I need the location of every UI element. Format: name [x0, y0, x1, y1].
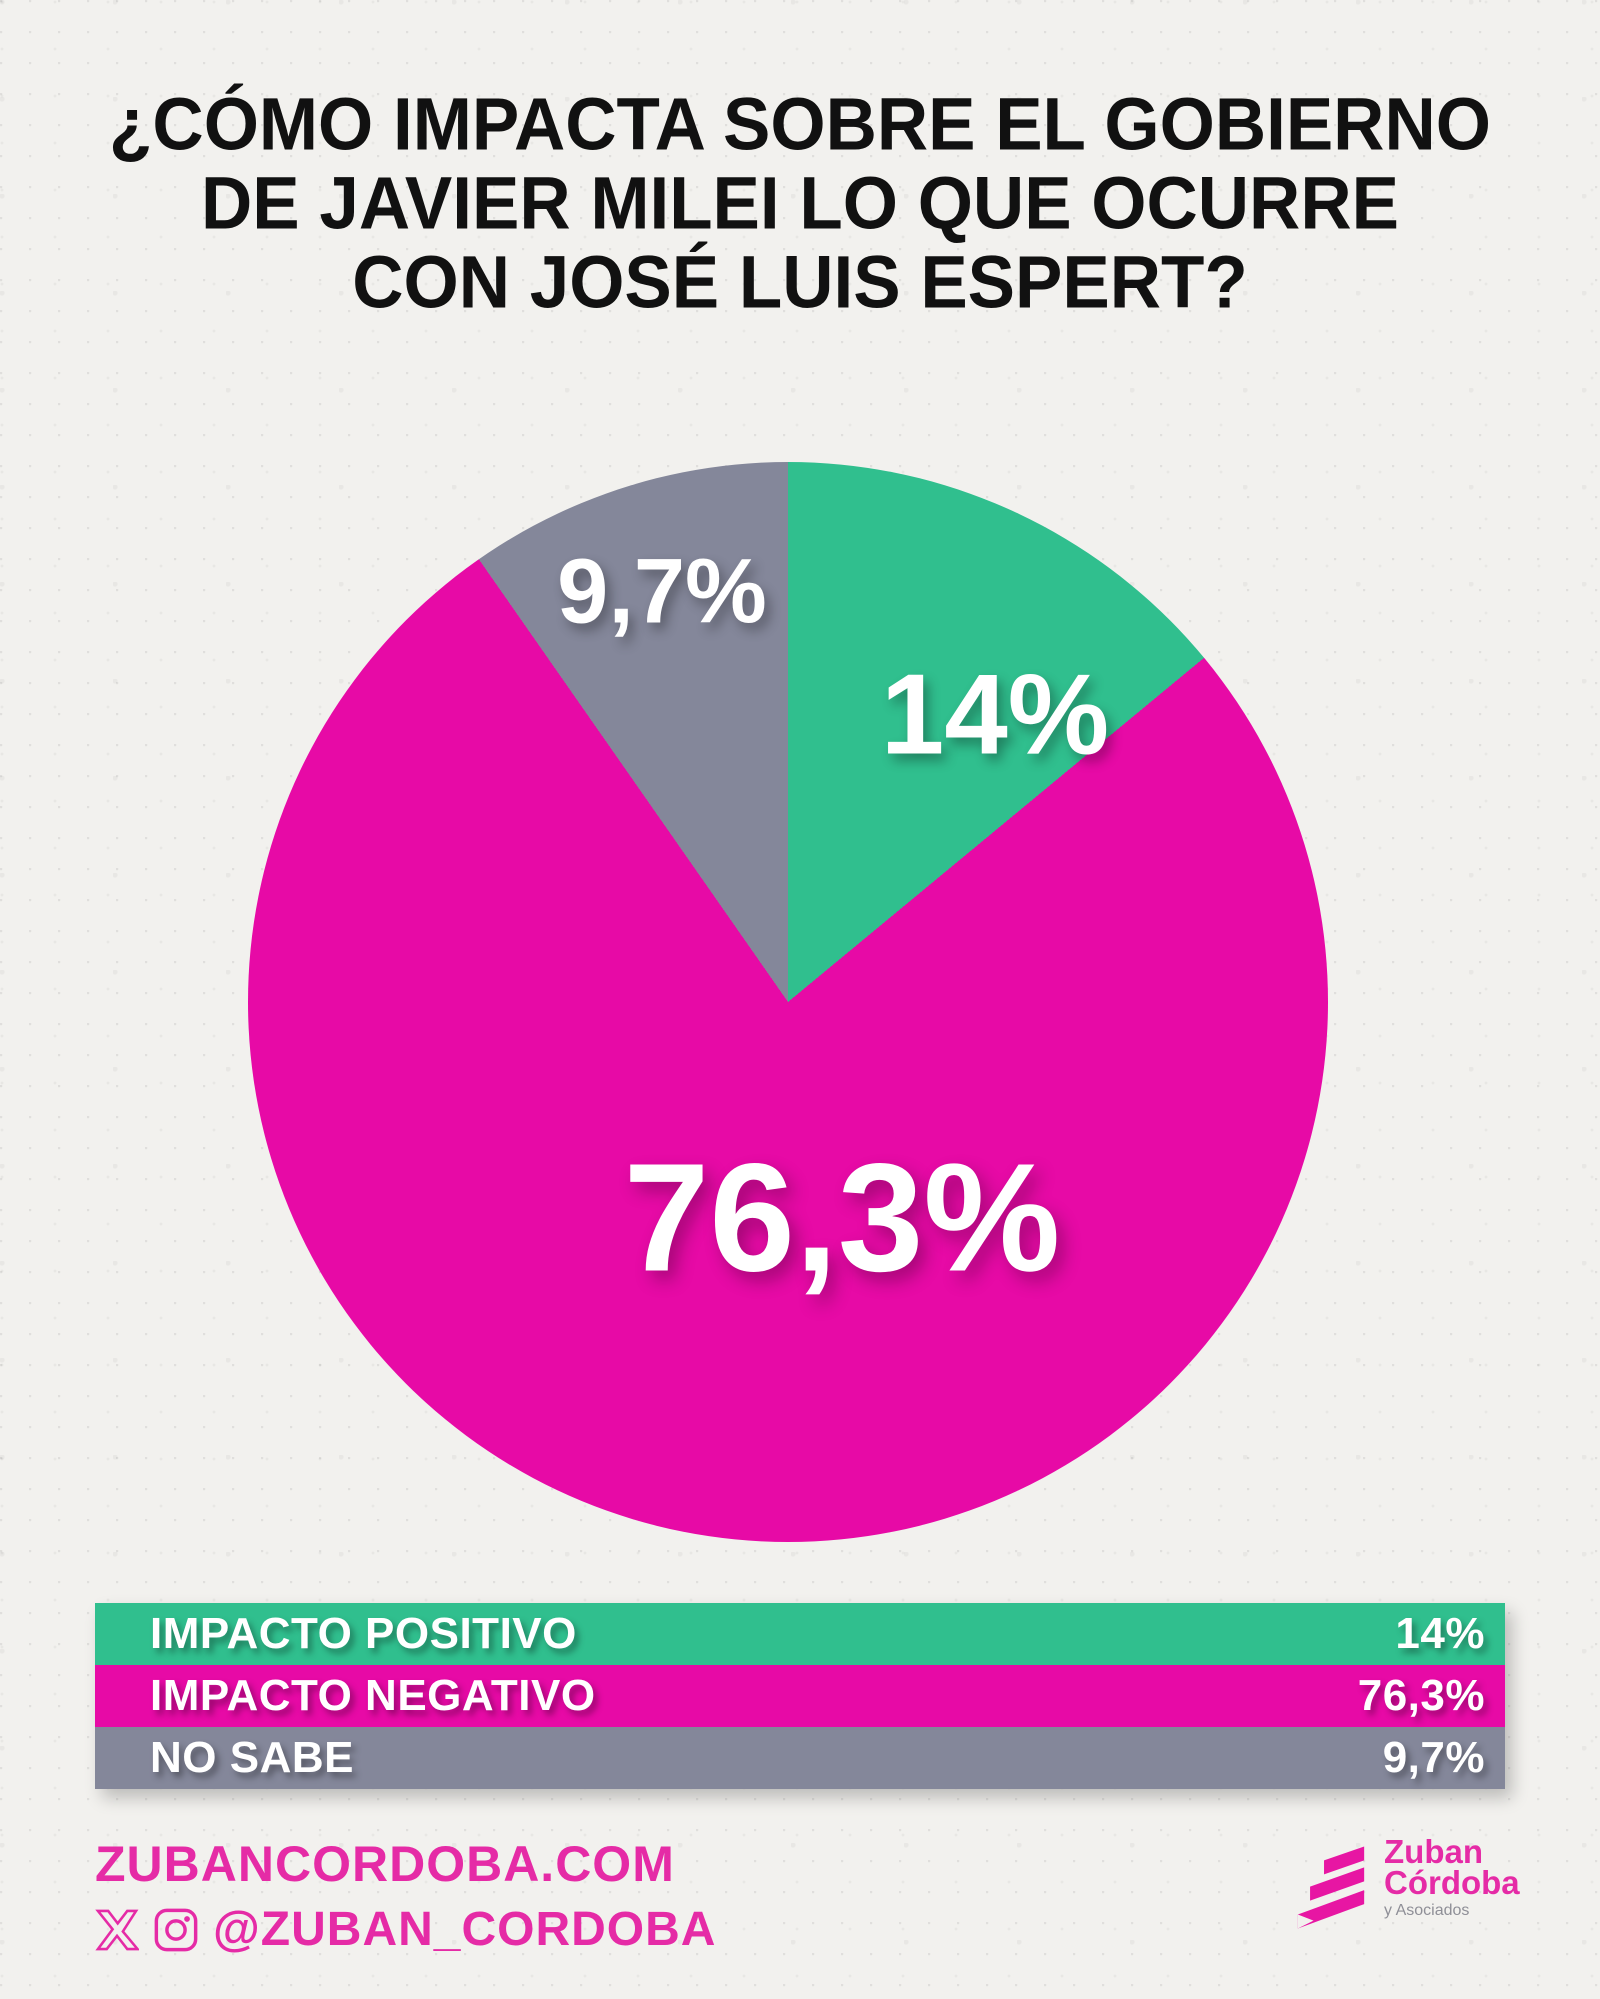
pie-slice-label-impacto-positivo: 14%: [880, 651, 1110, 779]
legend-label: IMPACTO NEGATIVO: [150, 1671, 596, 1720]
website-text: ZUBANCORDOBA.COM: [95, 1836, 675, 1892]
brand-name-line2: Córdoba: [1384, 1864, 1520, 1901]
legend-value: 14%: [1395, 1609, 1485, 1658]
zuban-cordoba-logo-icon: [1297, 1846, 1365, 1929]
brand-name-line1: Zuban: [1384, 1833, 1483, 1870]
pie-slice-label-no-sabe: 9,7%: [557, 540, 767, 643]
social-handle: @ZUBAN_CORDOBA: [213, 1903, 717, 1956]
title-line-1: ¿CÓMO IMPACTA SOBRE EL GOBIERNO: [109, 83, 1491, 167]
page-title: ¿CÓMO IMPACTA SOBRE EL GOBIERNO DE JAVIE…: [0, 83, 1600, 325]
legend-value: 9,7%: [1382, 1733, 1485, 1782]
title-line-3: CON JOSÉ LUIS ESPERT?: [352, 242, 1248, 325]
brand-logo: Zuban Córdoba y Asociados: [1293, 1833, 1520, 1932]
pie-chart: 9,7% 14% 76,3%: [248, 462, 1328, 1542]
brand-tagline: y Asociados: [1384, 1902, 1470, 1919]
footer: ZUBANCORDOBA.COM @ZUBAN_CORDOBA: [95, 1835, 716, 1957]
title-line-2: DE JAVIER MILEI LO QUE OCURRE: [201, 162, 1399, 246]
social-row: @ZUBAN_CORDOBA: [95, 1902, 716, 1957]
legend-label: NO SABE: [150, 1733, 354, 1782]
x-icon: [95, 1909, 139, 1950]
instagram-icon: [154, 1908, 198, 1951]
legend-row-no-sabe: NO SABE 9,7%: [95, 1727, 1505, 1789]
legend-row-impacto-positivo: IMPACTO POSITIVO 14%: [95, 1603, 1505, 1665]
legend: IMPACTO POSITIVO 14% IMPACTO NEGATIVO 76…: [95, 1603, 1505, 1789]
pie-slice-label-impacto-negativo: 76,3%: [623, 1131, 1061, 1304]
legend-value: 76,3%: [1357, 1671, 1485, 1720]
brand-text: Zuban Córdoba y Asociados: [1384, 1833, 1520, 1919]
legend-row-impacto-negativo: IMPACTO NEGATIVO 76,3%: [95, 1665, 1505, 1727]
legend-label: IMPACTO POSITIVO: [150, 1609, 577, 1658]
